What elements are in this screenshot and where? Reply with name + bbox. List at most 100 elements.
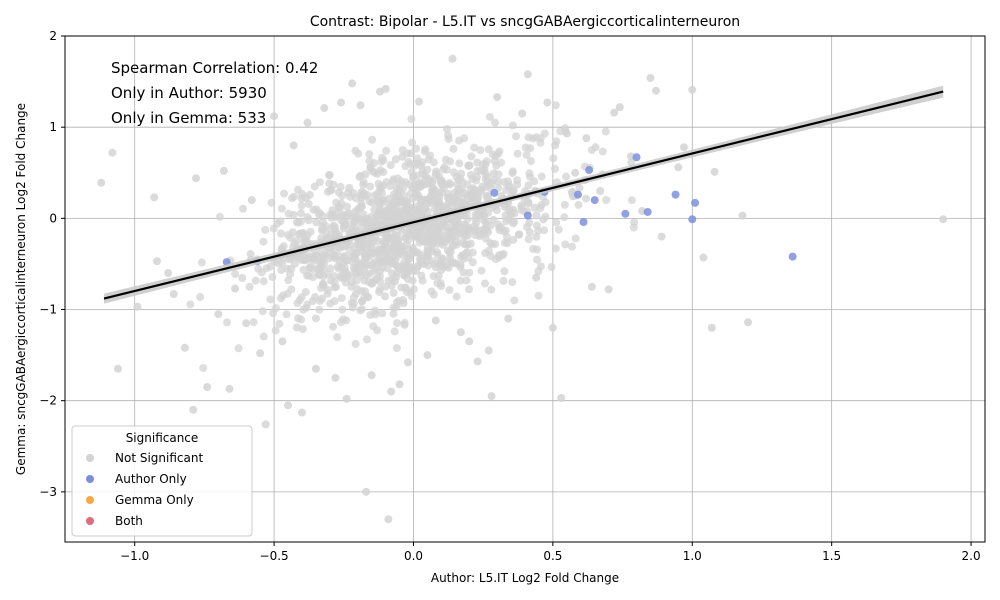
point-not-significant: [382, 146, 391, 155]
legend-marker-not-significant: [86, 454, 94, 462]
point-not-significant: [657, 232, 666, 241]
legend-title: Significance: [126, 431, 199, 445]
point-not-significant: [277, 229, 286, 238]
point-not-significant: [407, 115, 416, 124]
point-not-significant: [423, 257, 432, 266]
point-not-significant: [319, 265, 328, 274]
point-not-significant: [446, 157, 455, 166]
point-not-significant: [436, 178, 445, 187]
point-not-significant: [258, 307, 267, 316]
point-not-significant: [276, 294, 285, 303]
point-not-significant: [507, 209, 516, 218]
legend-label-both: Both: [115, 514, 143, 528]
point-not-significant: [408, 184, 417, 193]
point-not-significant: [337, 242, 346, 251]
point-author-only: [671, 190, 680, 199]
point-not-significant: [468, 248, 477, 257]
point-not-significant: [587, 282, 596, 291]
point-not-significant: [508, 187, 517, 196]
point-not-significant: [352, 249, 361, 258]
point-not-significant: [524, 181, 533, 190]
point-not-significant: [610, 108, 619, 117]
point-not-significant: [256, 349, 265, 358]
point-not-significant: [534, 291, 543, 300]
point-not-significant: [443, 125, 452, 134]
point-not-significant: [482, 220, 491, 229]
legend-marker-author-only: [86, 475, 94, 483]
point-not-significant: [568, 242, 577, 251]
point-not-significant: [326, 224, 335, 233]
point-not-significant: [493, 93, 502, 102]
point-not-significant: [470, 230, 479, 239]
point-not-significant: [273, 219, 282, 228]
point-author-only: [490, 188, 499, 197]
point-not-significant: [259, 237, 268, 246]
point-not-significant: [429, 272, 438, 281]
point-not-significant: [259, 332, 268, 341]
point-not-significant: [302, 303, 311, 312]
point-not-significant: [270, 112, 279, 121]
point-not-significant: [444, 263, 453, 272]
point-not-significant: [504, 314, 513, 323]
point-not-significant: [297, 209, 306, 218]
point-not-significant: [153, 257, 161, 266]
regression-line: [103, 90, 944, 300]
point-not-significant: [452, 292, 461, 301]
point-not-significant: [463, 240, 472, 249]
point-not-significant: [293, 299, 302, 308]
point-not-significant: [587, 146, 596, 155]
point-not-significant: [196, 293, 205, 302]
point-not-significant: [384, 199, 393, 208]
point-not-significant: [373, 326, 382, 335]
point-not-significant: [484, 228, 493, 237]
point-not-significant: [375, 285, 384, 294]
x-axis-label: Author: L5.IT Log2 Fold Change: [431, 571, 619, 585]
point-not-significant: [534, 226, 543, 235]
point-not-significant: [298, 325, 307, 334]
point-not-significant: [395, 180, 404, 189]
point-not-significant: [408, 138, 417, 147]
point-author-only: [573, 190, 582, 199]
point-not-significant: [500, 178, 509, 187]
point-not-significant: [392, 249, 401, 258]
point-not-significant: [477, 230, 486, 239]
point-not-significant: [215, 212, 224, 221]
point-not-significant: [297, 408, 306, 417]
legend-marker-both: [86, 517, 94, 525]
point-not-significant: [292, 323, 301, 332]
point-not-significant: [401, 162, 410, 171]
point-not-significant: [294, 253, 303, 262]
point-not-significant: [489, 215, 498, 224]
point-not-significant: [540, 129, 549, 138]
point-not-significant: [508, 121, 517, 130]
point-not-significant: [362, 487, 371, 496]
point-not-significant: [437, 188, 446, 197]
point-not-significant: [674, 163, 683, 172]
point-not-significant: [537, 172, 546, 181]
point-not-significant: [349, 299, 358, 308]
point-not-significant: [389, 309, 398, 318]
point-not-significant: [278, 337, 287, 346]
point-not-significant: [463, 197, 472, 206]
point-not-significant: [346, 192, 355, 201]
point-not-significant: [413, 154, 422, 163]
point-not-significant: [464, 161, 473, 170]
point-not-significant: [113, 364, 122, 373]
point-not-significant: [330, 272, 339, 281]
point-not-significant: [304, 271, 313, 280]
point-not-significant: [267, 198, 276, 207]
point-not-significant: [433, 279, 442, 288]
plot-frame: [64, 35, 986, 543]
point-author-only: [691, 198, 700, 207]
legend: Significance Not Significant Author Only…: [71, 425, 253, 537]
point-author-only: [788, 252, 797, 261]
annotation-only-gemma: Only in Gemma: 533: [111, 109, 266, 127]
point-not-significant: [330, 297, 339, 306]
point-not-significant: [266, 295, 275, 304]
point-not-significant: [549, 154, 558, 163]
point-not-significant: [434, 227, 443, 236]
point-not-significant: [444, 134, 453, 143]
point-not-significant: [197, 258, 206, 267]
point-not-significant: [582, 194, 591, 203]
point-not-significant: [326, 264, 335, 273]
